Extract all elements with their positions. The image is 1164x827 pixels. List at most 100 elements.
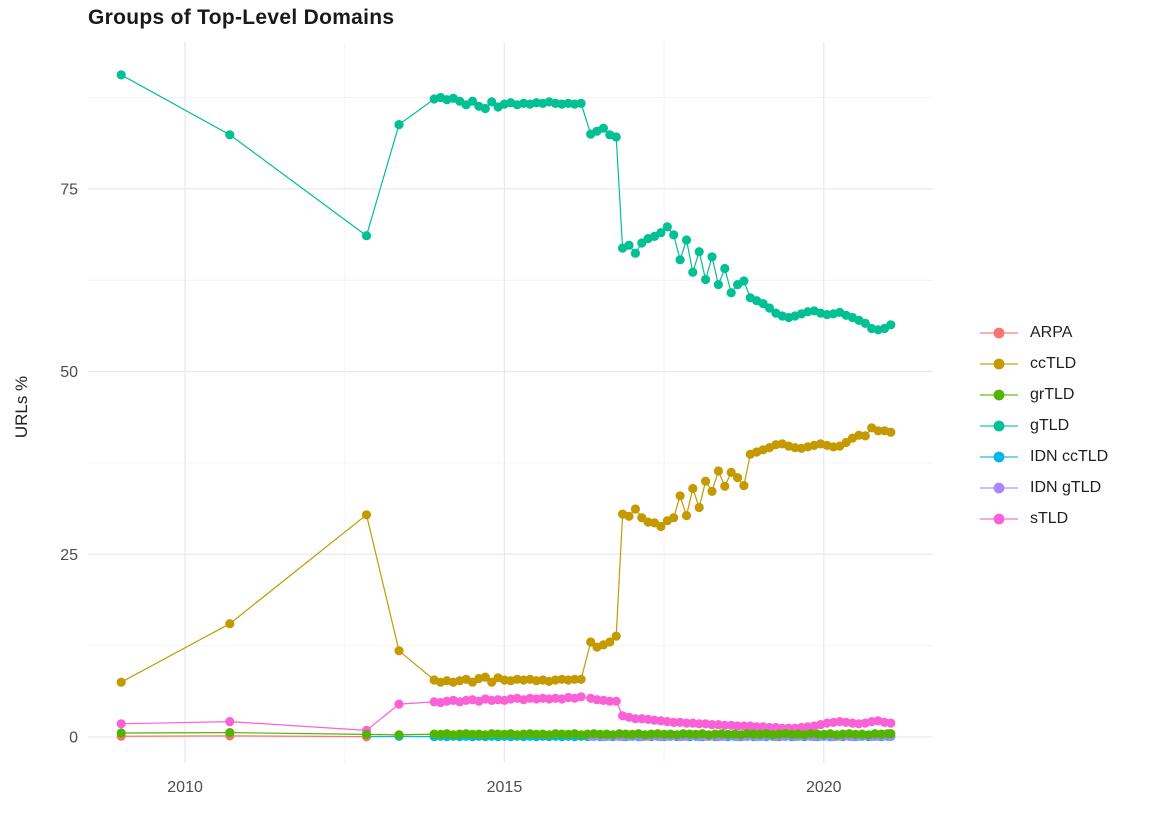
data-point: [611, 132, 621, 142]
data-point: [361, 729, 372, 740]
legend-key-icon: [980, 420, 1018, 431]
data-point: [361, 510, 372, 520]
data-point: [707, 486, 717, 496]
data-point: [873, 426, 883, 436]
data-point: [225, 130, 235, 140]
data-point: [681, 718, 692, 728]
data-point: [605, 637, 615, 647]
data-point: [611, 696, 621, 706]
grid-major-lines: [88, 42, 933, 763]
series-line-gtld: [120, 74, 892, 331]
legend-label: IDN ccTLD: [1030, 447, 1109, 465]
x-tick-label: 2020: [806, 779, 842, 796]
data-point: [467, 96, 478, 106]
data-point: [720, 263, 730, 274]
data-point: [733, 473, 743, 483]
data-point: [886, 320, 896, 330]
data-point: [707, 252, 717, 262]
data-point: [669, 230, 679, 240]
x-tick-label: 2010: [167, 779, 203, 796]
data-point: [394, 120, 404, 130]
series-grtld: [116, 728, 896, 740]
legend-label: sTLD: [1030, 509, 1069, 527]
data-point: [586, 637, 596, 647]
series-line-cctld: [120, 427, 891, 683]
series-stld: [116, 692, 896, 736]
legend-label: grTLD: [1030, 385, 1075, 403]
legend-row-grtld: grTLD: [980, 379, 1108, 410]
data-point: [694, 502, 704, 513]
legend-row-idn-cctld: IDN ccTLD: [980, 441, 1108, 472]
data-point: [675, 491, 685, 501]
data-point: [752, 722, 762, 732]
legend-row-arpa: ARPA: [980, 317, 1108, 348]
data-point: [720, 481, 730, 491]
data-point: [480, 672, 490, 682]
data-point: [694, 247, 704, 257]
chart-title: Groups of Top-Level Domains: [88, 6, 395, 29]
data-point: [394, 699, 404, 709]
data-point: [630, 248, 641, 258]
data-point: [487, 97, 497, 107]
data-point: [116, 70, 126, 80]
data-point: [361, 231, 372, 241]
data-point: [480, 103, 490, 114]
data-point: [688, 267, 698, 277]
legend-row-gtld: gTLD: [980, 410, 1108, 441]
data-point: [726, 467, 736, 477]
data-point: [570, 674, 580, 684]
data-point: [739, 276, 749, 286]
legend-key-icon: [980, 451, 1018, 462]
axis-tick-labels: 2010 2015 2020 0 25 50 75: [60, 181, 841, 796]
data-point: [598, 123, 609, 133]
data-point: [713, 280, 724, 290]
legend-row-cctld: ccTLD: [980, 348, 1108, 379]
data-point: [675, 255, 685, 265]
data-point: [886, 718, 896, 728]
data-point: [764, 303, 775, 313]
data-point: [394, 646, 404, 656]
y-tick-label: 0: [69, 729, 78, 746]
data-point: [394, 730, 404, 740]
data-point: [605, 696, 615, 706]
legend-label: gTLD: [1030, 416, 1070, 434]
y-tick-label: 75: [60, 181, 78, 198]
series-cctld: [116, 423, 896, 687]
legend-label: ARPA: [1030, 323, 1073, 341]
legend-label: IDN gTLD: [1030, 478, 1102, 496]
data-point: [681, 235, 692, 245]
data-point: [688, 483, 698, 494]
data-point: [713, 466, 724, 476]
data-point: [225, 728, 235, 738]
data-point: [726, 288, 736, 298]
data-point: [841, 437, 851, 448]
data-point: [630, 714, 641, 724]
legend-key-icon: [980, 358, 1018, 369]
y-tick-label: 25: [60, 547, 78, 564]
legend-label: ccTLD: [1030, 354, 1077, 372]
data-point: [739, 721, 749, 731]
legend-key-icon: [980, 389, 1018, 400]
data-point: [758, 299, 768, 309]
legend: ARPA ccTLD grTLD gTLD IDN ccTLD IDN gTLD sTLD: [980, 317, 1108, 534]
data-point: [681, 510, 692, 521]
data-point: [116, 677, 126, 687]
data-point: [701, 476, 711, 486]
series-gtld: [116, 70, 896, 335]
data-point: [694, 719, 704, 729]
series-line-arpa: [121, 735, 367, 738]
y-tick-label: 50: [60, 364, 78, 381]
data-point: [669, 717, 679, 728]
legend-row-stld: sTLD: [980, 503, 1108, 534]
data-point: [886, 427, 896, 437]
data-point: [886, 729, 896, 739]
y-axis-title: URLs %: [12, 375, 31, 439]
legend-row-idn-gtld: IDN gTLD: [980, 472, 1108, 503]
x-tick-label: 2015: [487, 779, 523, 796]
legend-key-icon: [980, 327, 1018, 338]
legend-key-icon: [980, 513, 1018, 524]
data-point: [860, 431, 870, 441]
data-point: [720, 720, 730, 730]
data-point: [225, 619, 235, 629]
